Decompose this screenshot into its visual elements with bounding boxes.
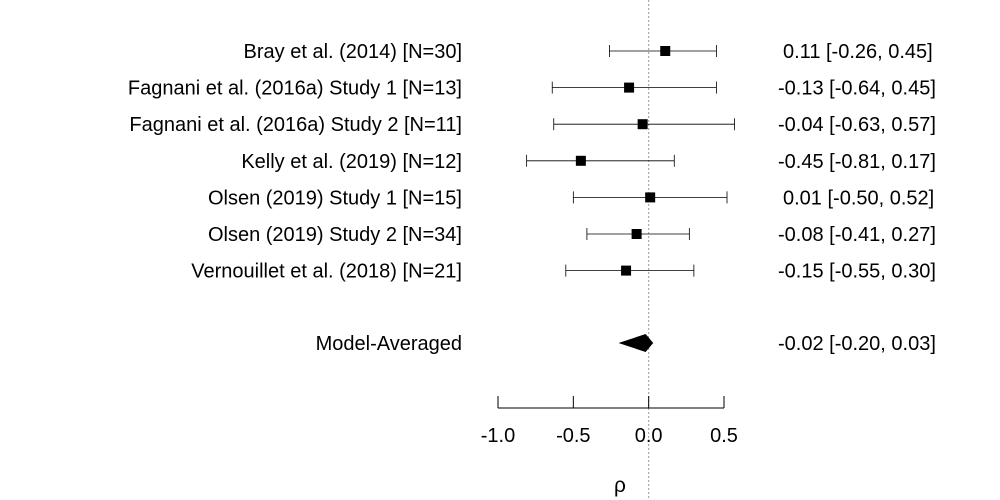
study-label: Olsen (2019) Study 2 [N=34] — [208, 224, 462, 246]
estimate-text: -0.13 [-0.64, 0.45] — [778, 78, 936, 100]
study-rows: Bray et al. (2014) [N=30] 0.11 [-0.26, 0.… — [128, 41, 936, 283]
estimate-text: 0.11 [-0.26, 0.45] — [783, 41, 933, 63]
point-estimate-marker — [631, 229, 642, 239]
point-estimate-marker — [660, 46, 671, 56]
x-tick-label: 0.0 — [635, 425, 663, 447]
study-label: Fagnani et al. (2016a) Study 1 [N=13] — [128, 78, 462, 100]
summary-row: Model-Averaged -0.02 [-0.20, 0.03] — [316, 333, 936, 355]
summary-label: Model-Averaged — [316, 333, 462, 355]
point-estimate-marker — [575, 155, 586, 166]
x-tick-label: -1.0 — [481, 425, 515, 447]
study-row: Fagnani et al. (2016a) Study 1 [N=13] -0.… — [128, 78, 936, 100]
study-label: Kelly et al. (2019) [N=12] — [241, 151, 462, 173]
x-axis-label: ρ — [614, 474, 626, 497]
study-label: Fagnani et al. (2016a) Study 2 [N=11] — [129, 114, 462, 136]
x-tick-label: 0.5 — [710, 425, 738, 447]
study-label: Vernouillet et al. (2018) [N=21] — [191, 261, 462, 283]
estimate-text: -0.08 [-0.41, 0.27] — [778, 224, 936, 246]
study-row: Bray et al. (2014) [N=30] 0.11 [-0.26, 0.… — [244, 41, 933, 63]
point-estimate-marker — [621, 265, 632, 276]
estimate-text: 0.01 [-0.50, 0.52] — [783, 187, 934, 209]
summary-estimate-text: -0.02 [-0.20, 0.03] — [778, 333, 936, 355]
x-axis: -1.0 -0.5 0.0 0.5 — [481, 396, 738, 447]
estimate-text: -0.45 [-0.81, 0.17] — [778, 151, 936, 173]
estimate-text: -0.04 [-0.63, 0.57] — [778, 114, 936, 136]
x-tick-label: -0.5 — [556, 425, 590, 447]
study-label: Bray et al. (2014) [N=30] — [244, 41, 462, 63]
study-row: Olsen (2019) Study 1 [N=15] 0.01 [-0.50, … — [208, 187, 934, 209]
estimate-text: -0.15 [-0.55, 0.30] — [778, 261, 936, 283]
study-row: Fagnani et al. (2016a) Study 2 [N=11] -0.… — [129, 114, 936, 136]
study-row: Kelly et al. (2019) [N=12] -0.45 [-0.81, … — [241, 151, 936, 173]
point-estimate-marker — [637, 119, 648, 130]
summary-diamond — [618, 334, 654, 352]
study-label: Olsen (2019) Study 1 [N=15] — [208, 187, 462, 209]
study-row: Olsen (2019) Study 2 [N=34] -0.08 [-0.41,… — [208, 224, 936, 246]
study-row: Vernouillet et al. (2018) [N=21] -0.15 [-… — [191, 261, 936, 283]
point-estimate-marker — [624, 82, 635, 93]
point-estimate-marker — [645, 192, 656, 203]
